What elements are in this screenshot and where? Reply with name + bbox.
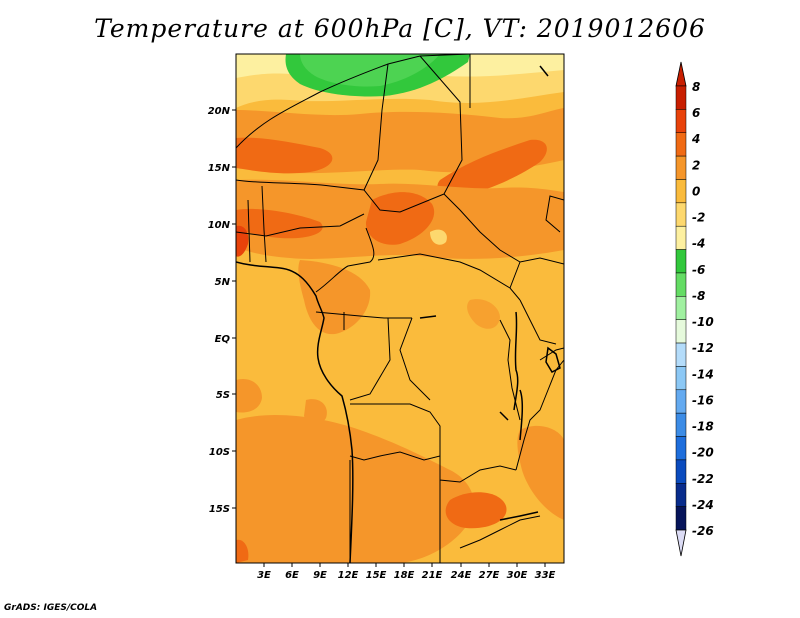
colorbar-swatch	[675, 483, 687, 507]
lon-label-33e: 33E	[535, 570, 556, 581]
lon-label-9e: 9E	[313, 570, 327, 581]
coastline	[236, 65, 561, 563]
lon-label-12e: 12E	[338, 570, 359, 581]
plot-frame	[235, 53, 565, 564]
colorbar-label: 0	[692, 184, 700, 198]
colorbar-swatch	[675, 296, 687, 320]
lat-label-10n: 10N	[208, 220, 231, 231]
lon-label-27e: 27E	[479, 570, 500, 581]
colorbar-swatch	[675, 459, 687, 484]
colorbar-label: -2	[692, 211, 705, 225]
colorbar-swatch	[675, 436, 687, 461]
lon-label-18e: 18E	[394, 570, 415, 581]
colorbar-label: -26	[692, 524, 714, 538]
colorbar-label: 8	[692, 80, 700, 94]
colorbar-swatch	[675, 85, 687, 110]
colorbar-label: -18	[692, 420, 714, 434]
colorbar-label: 4	[691, 132, 700, 146]
colorbar-swatch	[675, 366, 687, 391]
colorbar-swatch	[675, 389, 687, 414]
lat-label-5s: 5S	[216, 390, 230, 401]
lon-label-6e: 6E	[285, 570, 299, 581]
colorbar-swatch	[675, 272, 687, 297]
colorbar-swatch	[675, 319, 687, 344]
lon-label-3e: 3E	[257, 570, 271, 581]
lon-label-15e: 15E	[366, 570, 387, 581]
lon-label-21e: 21E	[422, 570, 443, 581]
map-title: Temperature at 600hPa [C], VT: 201901260…	[94, 14, 706, 43]
colorbar-swatch	[675, 506, 687, 531]
colorbar-swatch	[675, 249, 687, 274]
temperature-field	[236, 54, 564, 563]
colorbar-label: -8	[692, 289, 705, 303]
colorbar-swatch	[675, 109, 687, 133]
colorbar-swatch	[675, 202, 687, 227]
colorbar-label: -4	[692, 237, 705, 251]
lat-label-15n: 15N	[208, 163, 231, 174]
colorbar-label: -24	[692, 498, 714, 512]
colorbar-label: -16	[692, 393, 714, 407]
colorbar-max-arrow	[675, 61, 687, 87]
lat-label-eq: EQ	[215, 334, 231, 345]
colorbar-label: -22	[692, 472, 714, 486]
colorbar-swatch	[675, 225, 687, 250]
lon-label-24e: 24E	[451, 570, 472, 581]
lat-label-10s: 10S	[209, 447, 230, 458]
lon-label-30e: 30E	[507, 570, 528, 581]
lat-label-5n: 5N	[215, 277, 231, 288]
colorbar-swatch	[675, 155, 687, 180]
colorbar-swatch	[675, 179, 687, 204]
colorbar-label: -6	[692, 263, 705, 277]
lat-axis: 20N 15N 10N 5N EQ 5S 10S 15S	[208, 106, 236, 515]
colorbar-label: 6	[692, 106, 700, 120]
colorbar-min-arrow	[675, 529, 687, 557]
colorbar-label: -10	[692, 315, 714, 329]
colorbar-label: -14	[692, 367, 714, 381]
grads-credit: GrADS: IGES/COLA	[4, 603, 98, 613]
colorbar: 8 6 4 2 0 -2 -4 -6 -8 -10 -12 -14 -16 -1…	[675, 61, 714, 557]
colorbar-swatch	[675, 342, 687, 367]
colorbar-swatch	[675, 412, 687, 437]
lat-label-20n: 20N	[208, 106, 231, 117]
colorbar-swatch	[675, 132, 687, 157]
lat-label-15s: 15S	[209, 504, 230, 515]
lon-axis: 3E 6E 9E 12E 15E 18E 21E 24E 27E 30E 33E	[257, 563, 556, 581]
colorbar-label: 2	[692, 158, 700, 172]
colorbar-label: -20	[692, 446, 714, 460]
colorbar-label: -12	[692, 341, 714, 355]
